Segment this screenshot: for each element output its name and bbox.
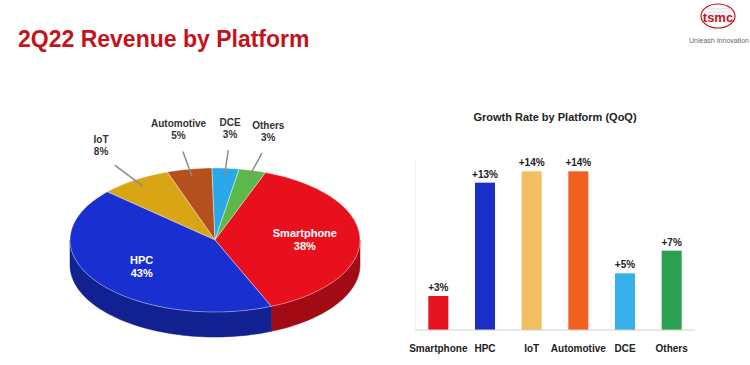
bar	[475, 183, 495, 330]
bar-chart: Growth Rate by Platform (QoQ) +3% Smartpho…	[409, 111, 695, 354]
logo-ring	[701, 4, 735, 28]
slice-value-label: 43%	[131, 267, 153, 279]
bar-labels: +3% Smartphone +13% HPC +14% IoT +14% Automotiv…	[409, 157, 688, 354]
bar-value-label: +3%	[428, 282, 448, 293]
slice-value-label: 8%	[94, 146, 109, 157]
x-tick-label: Others	[656, 343, 689, 354]
slice-value-label: 38%	[294, 240, 316, 252]
slice-category: IoT	[94, 134, 109, 145]
pie-chart: IoT8%Automotive5%DCE3%Others3%Smartphone…	[70, 117, 360, 337]
bars	[428, 171, 681, 330]
slice-category: Smartphone	[273, 227, 337, 239]
slice-category: Others	[252, 120, 285, 131]
pie-slice	[70, 192, 271, 312]
slice-value-label: 5%	[171, 130, 186, 141]
leader-line	[225, 150, 229, 175]
stage: 2Q22 Revenue by Platform tsmc Unleash Inno…	[0, 0, 750, 365]
bar-value-label: +7%	[662, 237, 682, 248]
leader-line	[249, 153, 262, 177]
slice-value-label: 3%	[261, 132, 276, 143]
bar	[568, 171, 588, 330]
x-tick-label: Automotive	[551, 343, 606, 354]
leader-line	[115, 165, 143, 186]
x-tick-label: IoT	[524, 343, 539, 354]
leader-line	[183, 151, 192, 176]
bar-value-label: +14%	[519, 157, 545, 168]
bar-value-label: +14%	[565, 157, 591, 168]
pie-slices	[70, 168, 360, 312]
bar	[615, 273, 635, 330]
bar	[522, 171, 542, 330]
slice-category: HPC	[130, 254, 153, 266]
x-tick-label: DCE	[614, 343, 635, 354]
x-tick-label: Smartphone	[409, 343, 468, 354]
slice-value-label: 3%	[223, 129, 238, 140]
bar-value-label: +13%	[472, 169, 498, 180]
logo-text: tsmc	[703, 10, 733, 25]
slice-category: Automotive	[151, 118, 206, 129]
chart-title: Growth Rate by Platform (QoQ)	[473, 111, 637, 123]
slice-category: DCE	[220, 117, 241, 128]
bar	[428, 296, 448, 330]
x-axis-line	[415, 330, 695, 331]
bar-value-label: +5%	[615, 259, 635, 270]
logo-group: tsmc Unleash Innovation	[689, 4, 749, 44]
x-tick-label: HPC	[474, 343, 495, 354]
logo-tagline: Unleash Innovation	[689, 37, 749, 44]
y-axis-line	[415, 160, 416, 330]
page-title: 2Q22 Revenue by Platform	[18, 26, 309, 52]
pie-labels: IoT8%Automotive5%DCE3%Others3%Smartphone…	[94, 117, 337, 279]
bar	[662, 251, 682, 330]
